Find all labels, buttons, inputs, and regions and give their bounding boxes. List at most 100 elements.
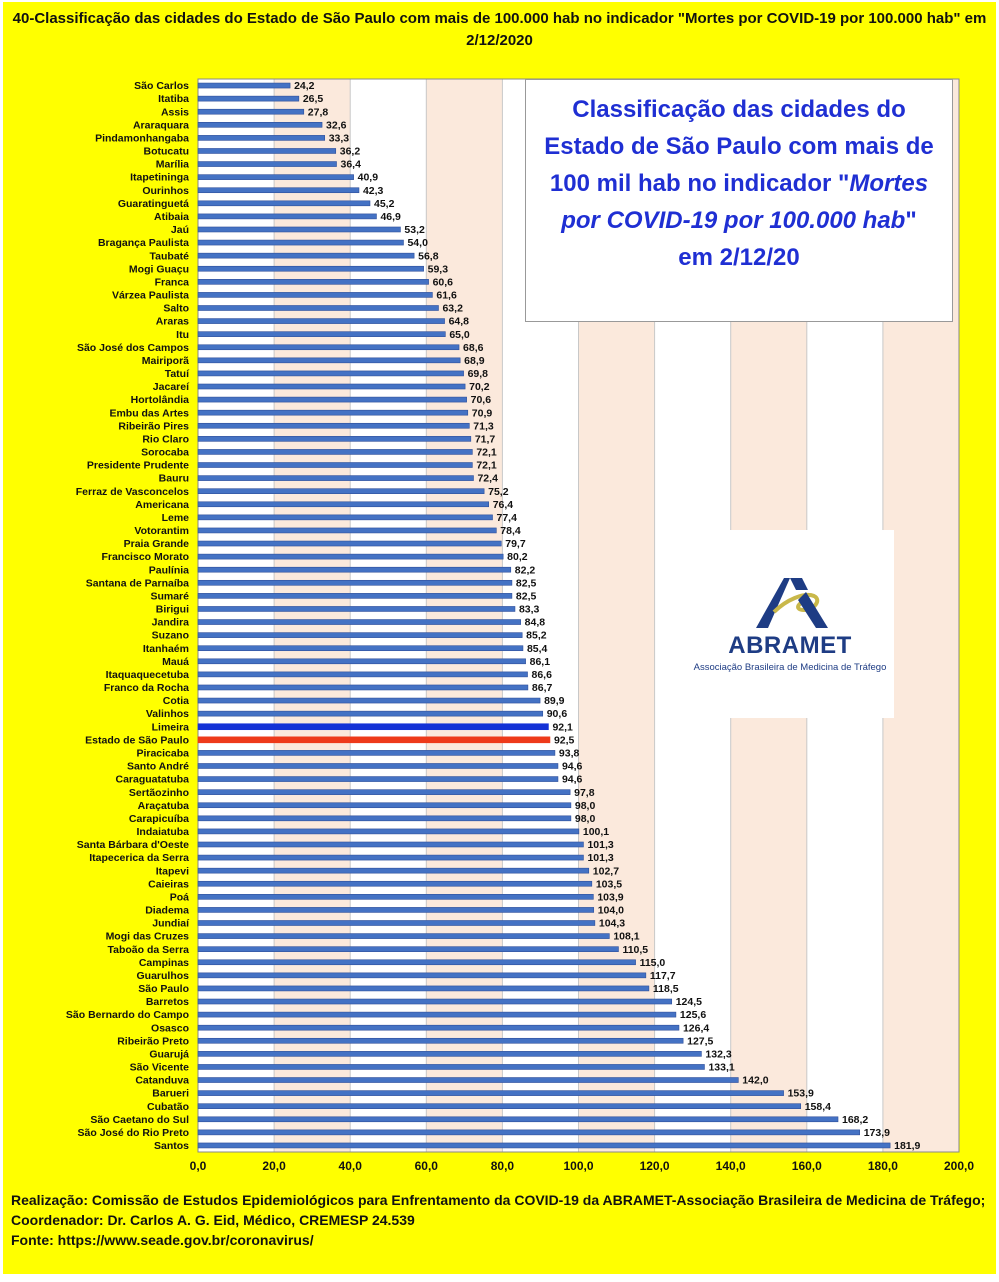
bar	[197, 252, 415, 259]
bar	[197, 396, 467, 403]
category-label: Carapicuíba	[129, 813, 189, 825]
value-label: 83,3	[519, 604, 540, 616]
value-label: 59,3	[428, 263, 449, 275]
value-label: 100,1	[583, 826, 609, 838]
page: 40-Classificação das cidades do Estado d…	[3, 2, 996, 1274]
category-label: Taboão da Serra	[108, 944, 190, 956]
category-label: Atibaia	[154, 211, 189, 223]
category-label: Mogi das Cruzes	[106, 931, 190, 943]
bar	[197, 553, 504, 560]
bar	[197, 95, 300, 102]
bar	[197, 1051, 702, 1057]
x-tick-label: 60,0	[415, 1159, 439, 1173]
info-box: Classificação das cidades do Estado de S…	[525, 79, 953, 322]
bar	[197, 697, 541, 704]
category-label: Santos	[154, 1140, 189, 1152]
value-label: 80,2	[507, 551, 528, 563]
value-label: 42,3	[363, 185, 384, 197]
bar	[197, 959, 636, 966]
info-line-2: Estado de São Paulo com mais de	[544, 133, 934, 160]
value-label: 85,4	[527, 643, 548, 655]
value-label: 82,5	[516, 577, 537, 589]
value-label: 104,3	[599, 918, 625, 930]
value-label: 46,9	[380, 211, 401, 223]
value-label: 118,5	[653, 983, 679, 995]
value-label: 45,2	[374, 198, 395, 210]
value-label: 76,4	[493, 499, 514, 511]
value-label: 71,3	[473, 420, 494, 432]
bar	[197, 1077, 739, 1083]
bar	[197, 449, 473, 455]
bar	[197, 815, 572, 822]
category-label: Leme	[162, 512, 190, 524]
value-label: 98,0	[575, 800, 596, 812]
bar	[197, 1142, 891, 1149]
category-label: Ribeirão Pires	[118, 420, 189, 432]
value-label: 82,2	[515, 564, 536, 576]
category-label: Jandira	[152, 617, 190, 629]
bar	[197, 540, 502, 547]
bar	[197, 619, 521, 625]
bar	[197, 82, 291, 89]
bar	[197, 841, 584, 848]
category-label: Mauá	[162, 656, 189, 668]
x-tick-label: 40,0	[339, 1159, 363, 1173]
category-label: Paulínia	[149, 564, 189, 576]
bar	[197, 187, 360, 194]
value-label: 108,1	[613, 931, 639, 943]
value-label: 40,9	[358, 172, 379, 184]
info-line-4b: "	[905, 207, 917, 234]
info-line-1: Classificação das cidades do	[572, 96, 906, 123]
value-label: 103,5	[596, 878, 622, 890]
category-label: Jundiaí	[152, 918, 190, 930]
category-label: Embu das Artes	[109, 407, 189, 419]
bar	[197, 894, 594, 900]
category-label: Poá	[170, 891, 189, 903]
category-label: Caraguatatuba	[115, 774, 189, 786]
logo-name: ABRAMET	[728, 632, 852, 659]
bar	[197, 789, 571, 795]
value-label: 94,6	[562, 761, 583, 773]
bar	[197, 828, 580, 835]
value-label: 54,0	[407, 237, 428, 249]
category-label: Mogi Guaçu	[129, 263, 189, 275]
value-label: 97,8	[574, 787, 595, 799]
value-label: 24,2	[294, 80, 315, 92]
value-label: 132,3	[705, 1048, 731, 1060]
bar	[197, 593, 513, 599]
bar	[197, 632, 523, 638]
x-tick-label: 200,0	[944, 1159, 974, 1173]
category-label: Valinhos	[146, 708, 189, 720]
value-label: 85,2	[526, 630, 547, 642]
bar	[197, 972, 647, 979]
category-label: Sertãozinho	[129, 787, 189, 799]
value-label: 84,8	[525, 617, 546, 629]
value-label: 78,4	[500, 525, 521, 537]
category-label: Rio Claro	[142, 433, 189, 445]
value-label: 61,6	[436, 290, 457, 302]
category-label: Birigui	[156, 604, 189, 616]
category-label: Itaquaquecetuba	[106, 669, 190, 681]
category-label: Várzea Paulista	[112, 290, 189, 302]
bar	[197, 409, 469, 416]
category-label: São José do Rio Preto	[78, 1127, 189, 1139]
value-label: 92,1	[552, 721, 573, 733]
category-label: Itapecerica da Serra	[89, 852, 189, 864]
bar	[197, 108, 305, 115]
value-label: 92,5	[554, 734, 575, 746]
bar	[197, 606, 516, 612]
bar	[197, 135, 326, 141]
value-label: 27,8	[308, 106, 329, 118]
category-label: Sumaré	[150, 590, 189, 602]
bar	[197, 514, 493, 521]
bar	[197, 658, 526, 665]
value-label: 102,7	[593, 865, 619, 877]
bar	[197, 776, 559, 782]
bar	[197, 292, 433, 298]
bar	[197, 645, 524, 652]
value-label: 64,8	[449, 316, 470, 328]
bar	[197, 1037, 684, 1044]
bar	[197, 854, 584, 861]
value-label: 77,4	[497, 512, 518, 524]
category-label: Mairiporã	[142, 355, 189, 367]
